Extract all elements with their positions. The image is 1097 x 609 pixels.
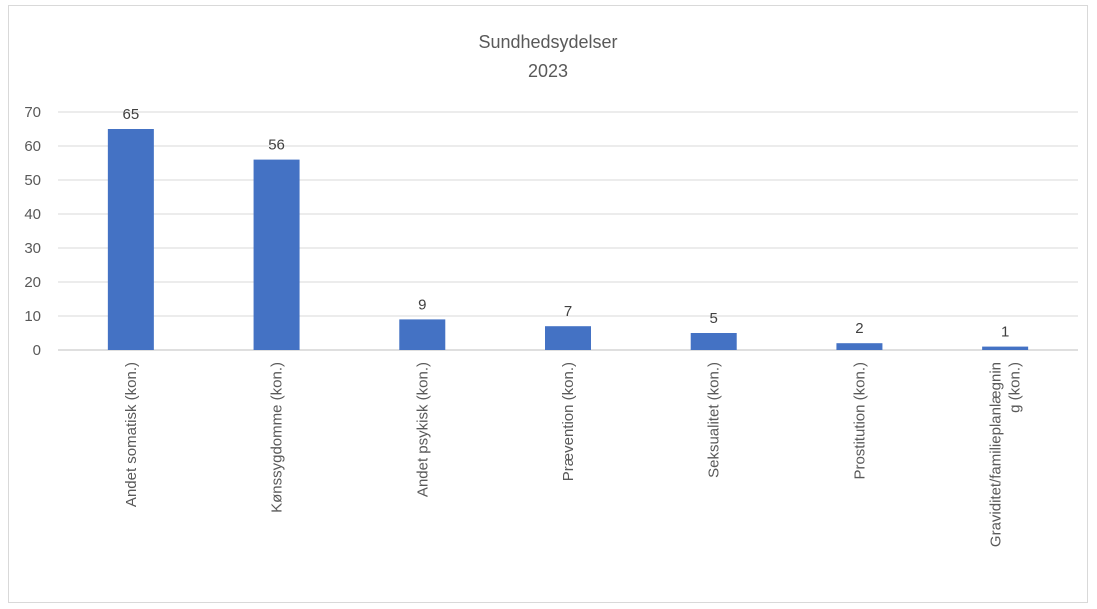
x-category-label-line: Seksualitet (kon.) [706,362,723,478]
chart-subtitle: 2023 [528,61,568,81]
y-tick-label: 40 [24,206,41,223]
chart-frame [8,5,1088,603]
y-tick-label: 70 [24,104,41,121]
y-tick-label: 0 [33,342,41,359]
data-label: 56 [268,137,285,154]
y-tick-label: 50 [24,172,41,189]
data-label: 1 [1001,324,1009,341]
x-category-label-line: Kønssygdomme (kon.) [269,362,286,513]
data-label: 7 [564,303,572,320]
bar [545,326,591,350]
x-category-label-line: Andet psykisk (kon.) [414,362,431,497]
x-category-label-line: Graviditet/familieplanlægnin [988,362,1005,547]
x-category-label: Prævention (kon.) [560,362,577,481]
bar [399,319,446,350]
x-category-label-line: Andet somatisk (kon.) [123,362,140,507]
data-label: 9 [418,296,426,313]
bar [836,343,883,350]
y-tick-label: 60 [24,138,41,155]
bar [982,346,1029,350]
chart-title: Sundhedsydelser [478,32,617,52]
x-category-label-line: Prævention (kon.) [560,362,577,481]
bar [690,333,737,350]
x-category-label: Kønssygdomme (kon.) [269,362,286,513]
x-category-label: Prostitution (kon.) [851,362,868,480]
x-category-label-line: g (kon.) [1007,362,1024,413]
x-category-label: Seksualitet (kon.) [706,362,723,478]
x-category-label: Graviditet/familieplanlægnin g (kon.) [988,362,1024,547]
data-label: 65 [123,106,140,123]
data-label: 5 [710,310,718,327]
x-category-label-line: Prostitution (kon.) [851,362,868,480]
bar [253,159,300,350]
x-category-label: Andet somatisk (kon.) [123,362,140,507]
y-tick-label: 20 [24,274,41,291]
bar [107,129,154,350]
y-tick-label: 30 [24,240,41,257]
data-label: 2 [855,320,863,337]
x-category-label: Andet psykisk (kon.) [414,362,431,497]
y-tick-label: 10 [24,308,41,325]
